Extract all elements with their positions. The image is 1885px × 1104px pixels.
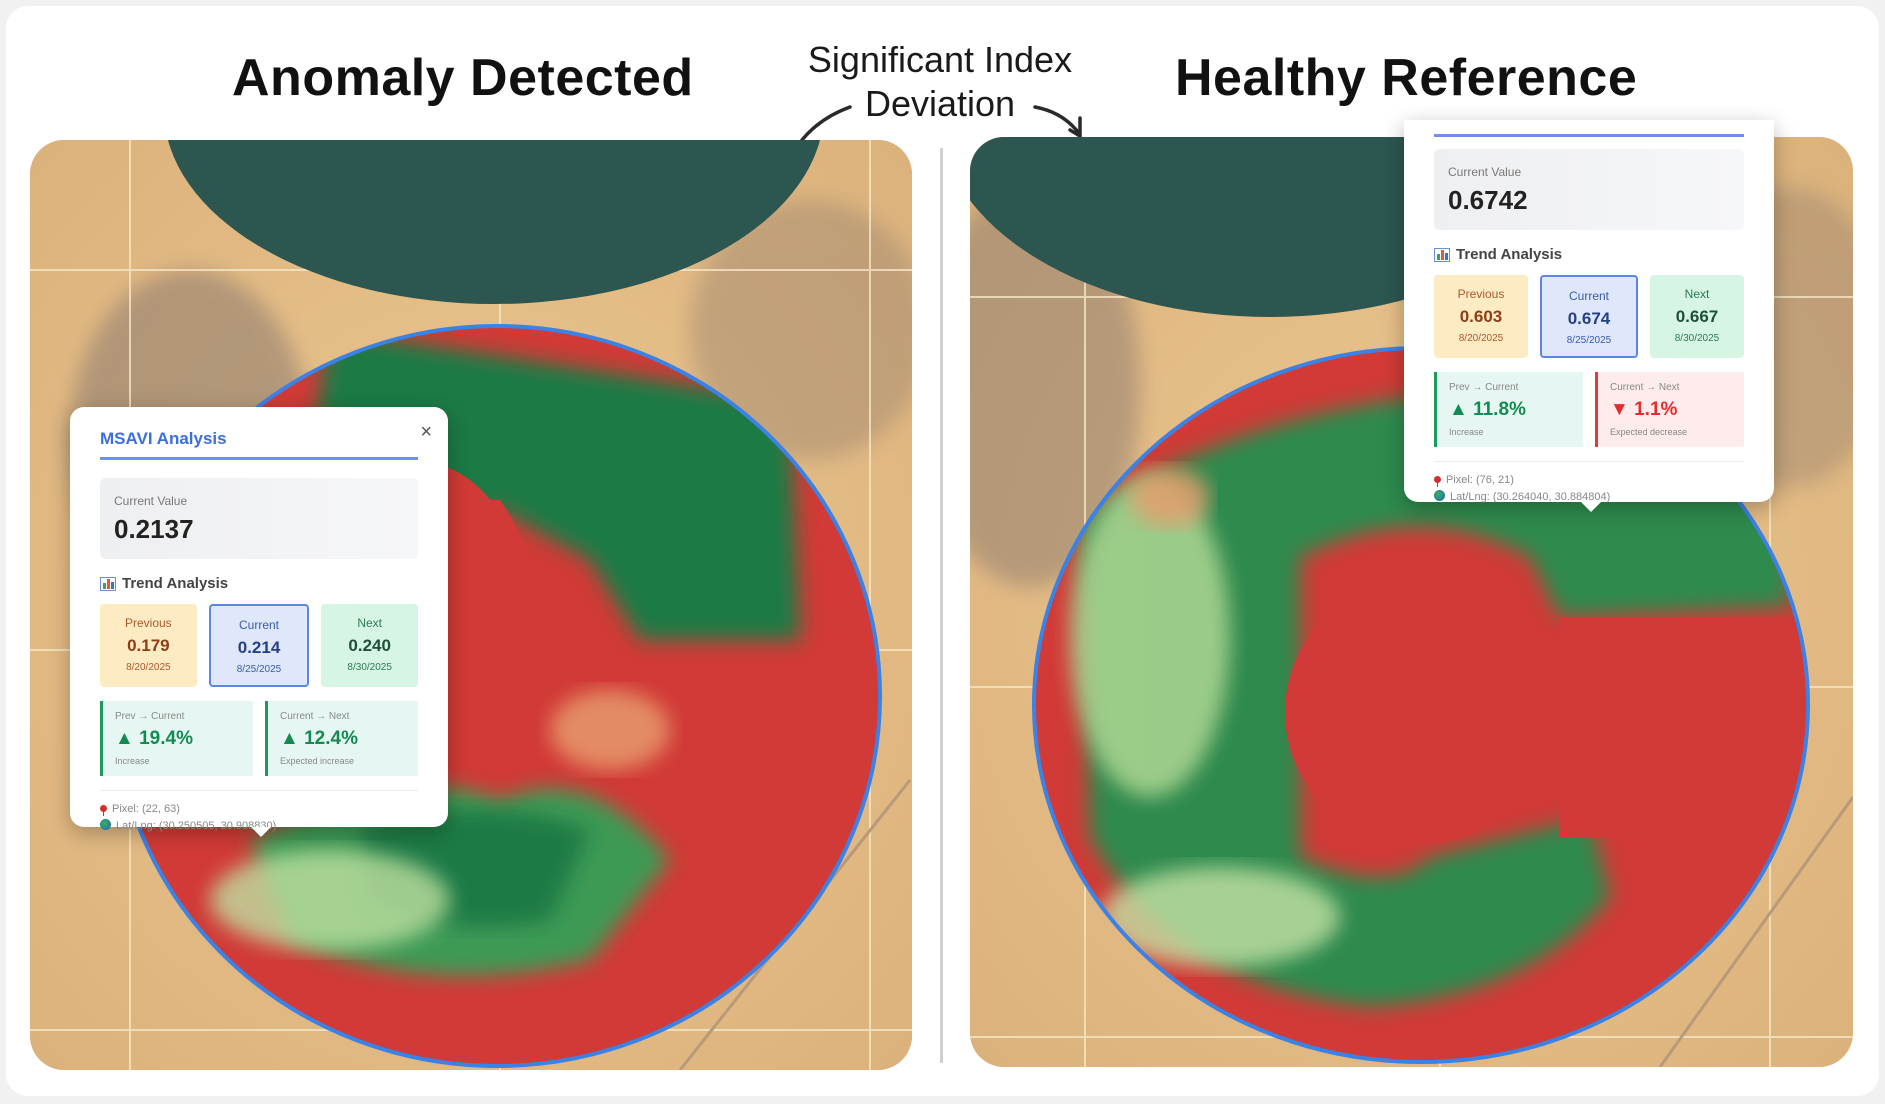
current-to-next-change: Current → Next ▲ 12.4% Expected increase <box>265 701 418 776</box>
change-value: ▲ 11.8% <box>1449 399 1526 420</box>
cell-label: Current <box>239 618 280 632</box>
change-sub: Expected increase <box>280 756 355 766</box>
change-boxes: Prev → Current ▲ 11.8% Increase Current … <box>1434 372 1744 447</box>
latlng-coords: Lat/Lng: (30.264040, 30.884804) <box>1450 491 1611 503</box>
cell-date: 8/25/2025 <box>236 664 282 675</box>
healthy-title: Healthy Reference <box>1175 49 1638 107</box>
popup-pointer <box>251 827 271 837</box>
anomaly-title: Anomaly Detected <box>232 49 694 107</box>
pin-icon <box>100 805 107 816</box>
annotation-line-2: Deviation <box>864 83 1016 124</box>
change-label: Prev → Current <box>115 711 185 722</box>
current-value: 0.6742 <box>1448 185 1528 215</box>
current-value-label: Current Value <box>114 494 188 508</box>
cell-label: Previous <box>124 616 172 630</box>
next-cell: Next 0.240 8/30/2025 <box>321 604 419 687</box>
globe-icon <box>1434 490 1445 501</box>
current-value-box: Current Value 0.2137 <box>100 478 418 559</box>
cell-label: Next <box>1684 287 1710 301</box>
down-arrow-icon: ▼ <box>1610 399 1629 420</box>
current-value-label: Current Value <box>1448 165 1522 179</box>
change-sub: Increase <box>1449 427 1484 437</box>
cell-value: 0.667 <box>1675 307 1719 326</box>
pixel-coords: Pixel: (22, 63) <box>112 803 180 815</box>
up-arrow-icon: ▲ <box>1449 399 1468 420</box>
cell-value: 0.674 <box>1567 309 1611 328</box>
cell-label: Previous <box>1457 287 1505 301</box>
trend-cells: Previous 0.603 8/20/2025 Current 0.674 8… <box>1434 275 1744 358</box>
cell-date: 8/30/2025 <box>1674 333 1720 344</box>
cell-value: 0.603 <box>1459 307 1503 326</box>
bar-chart-icon <box>1434 247 1450 262</box>
cell-label: Next <box>357 616 383 630</box>
cell-date: 8/25/2025 <box>1566 335 1612 346</box>
cell-date: 8/20/2025 <box>1458 333 1504 344</box>
location-info: Pixel: (76, 21) Lat/Lng: (30.264040, 30.… <box>1434 461 1744 506</box>
popup-pointer <box>1581 502 1601 512</box>
trend-heading: Trend Analysis <box>100 575 418 592</box>
up-arrow-icon: ▲ <box>115 728 134 749</box>
annotation-line-1: Significant Index <box>807 39 1073 80</box>
change-value: ▲ 19.4% <box>115 728 193 749</box>
change-value: ▲ 12.4% <box>280 728 358 749</box>
trend-heading: Trend Analysis <box>1434 246 1744 263</box>
cell-value: 0.240 <box>348 636 391 655</box>
current-cell: Current 0.674 8/25/2025 <box>1540 275 1638 358</box>
popup-title: MSAVI Analysis <box>100 407 418 460</box>
msavi-popup: MSAVI Analysis × Current Value 0.2137 Tr… <box>70 407 448 832</box>
cell-date: 8/30/2025 <box>347 662 392 673</box>
deviation-annotation: Significant Index Deviation <box>780 38 1100 126</box>
change-label: Current → Next <box>280 711 350 722</box>
change-label: Current → Next <box>1610 382 1680 393</box>
globe-icon <box>100 819 111 830</box>
current-value: 0.2137 <box>114 514 194 544</box>
next-cell: Next 0.667 8/30/2025 <box>1650 275 1744 358</box>
previous-cell: Previous 0.179 8/20/2025 <box>100 604 197 687</box>
change-sub: Increase <box>115 756 150 766</box>
cell-date: 8/20/2025 <box>126 662 171 673</box>
pixel-coords: Pixel: (76, 21) <box>1446 474 1514 486</box>
latlng-coords: Lat/Lng: (30.250505, 30.908830) <box>116 820 277 832</box>
current-to-next-change: Current → Next ▼ 1.1% Expected decrease <box>1595 372 1744 447</box>
trend-heading-label: Trend Analysis <box>122 575 229 592</box>
up-arrow-icon: ▲ <box>280 728 299 749</box>
change-sub: Expected decrease <box>1610 427 1688 437</box>
current-value-box: Current Value 0.6742 <box>1434 149 1744 230</box>
current-cell: Current 0.214 8/25/2025 <box>208 604 310 687</box>
annotation-arrows-icon <box>800 105 1082 142</box>
popup-title-underline <box>1434 120 1744 137</box>
bar-chart-icon <box>100 576 116 591</box>
cell-value: 0.214 <box>237 638 281 657</box>
change-value: ▼ 1.1% <box>1610 399 1678 420</box>
cell-label: Current <box>1568 289 1609 303</box>
healthy-popup: Current Value 0.6742 Trend Analysis Prev… <box>1404 120 1774 503</box>
trend-heading-label: Trend Analysis <box>1456 246 1563 263</box>
close-icon[interactable]: × <box>420 421 432 443</box>
prev-to-current-change: Prev → Current ▲ 11.8% Increase <box>1434 372 1583 447</box>
panel-divider <box>940 148 943 1063</box>
trend-cells: Previous 0.179 8/20/2025 Current 0.214 8… <box>100 604 419 687</box>
location-info: Pixel: (22, 63) Lat/Lng: (30.250505, 30.… <box>100 790 418 835</box>
change-label: Prev → Current <box>1449 382 1519 393</box>
change-boxes: Prev → Current ▲ 19.4% Increase Current … <box>100 701 418 776</box>
cell-value: 0.179 <box>127 636 170 655</box>
prev-to-current-change: Prev → Current ▲ 19.4% Increase <box>100 701 253 776</box>
pin-icon <box>1434 476 1441 487</box>
previous-cell: Previous 0.603 8/20/2025 <box>1434 275 1528 358</box>
